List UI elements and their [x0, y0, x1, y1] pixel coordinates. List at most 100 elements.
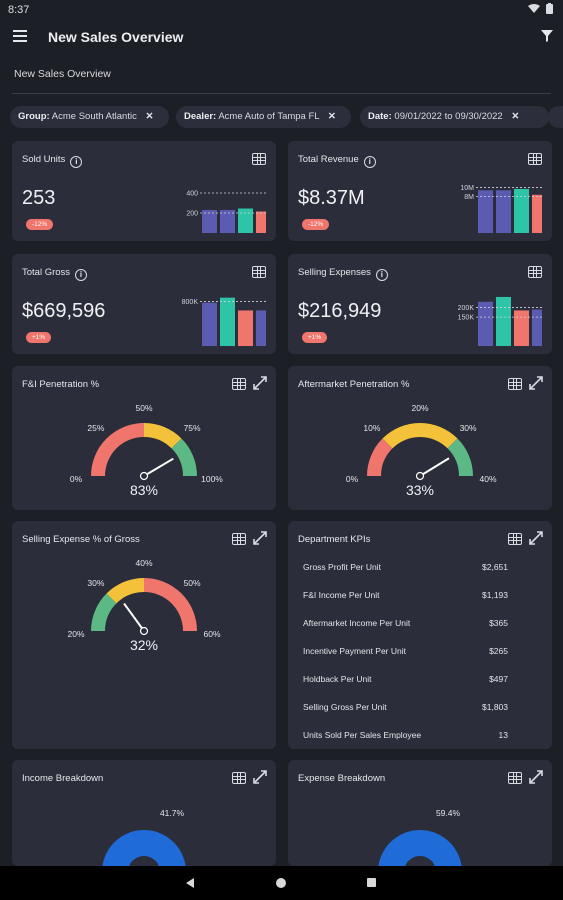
filter-chip-dealer[interactable]: Dealer: Acme Auto of Tampa FL ✕: [176, 106, 351, 128]
gauge-band: [171, 438, 197, 477]
wifi-icon: [528, 3, 540, 13]
fi-penetration-gauge: 0% 25% 50% 75% 100% 83%: [70, 403, 223, 498]
expand-icon[interactable]: [529, 770, 543, 784]
selling-expense-pct-card[interactable]: Selling Expense % of Gross 20% 30% 40% 50% 6…: [12, 521, 276, 749]
income-breakdown-card[interactable]: Income Breakdown 41.7%: [12, 760, 276, 866]
total-gross-card[interactable]: Total Gross i $669,596 +1% 800K: [12, 254, 276, 354]
aftermarket-penetration-card[interactable]: Aftermarket Penetration % 0% 10% 20% 30% 40%…: [288, 366, 552, 510]
info-icon[interactable]: i: [363, 156, 376, 168]
gauge-needle: [419, 457, 450, 477]
kpi-row: Gross Profit Per Unit $2,651: [303, 562, 508, 572]
chart-bar: [478, 301, 493, 346]
kpi-row: Incentive Payment Per Unit $265: [303, 646, 508, 656]
fi-penetration-card[interactable]: F&I Penetration % 0% 25% 50% 75% 100% 83%: [12, 366, 276, 510]
table-icon[interactable]: [508, 533, 522, 545]
expand-icon[interactable]: [529, 376, 543, 390]
close-icon[interactable]: ✕: [327, 111, 336, 122]
gauge-tick-label: 40%: [479, 474, 496, 484]
table-icon[interactable]: [232, 378, 246, 390]
chart-bar: [256, 211, 266, 233]
expand-icon[interactable]: [253, 770, 267, 784]
chart-bar: [238, 310, 253, 346]
filter-chip-date[interactable]: Date: 09/01/2022 to 09/30/2022 ✕: [360, 106, 549, 128]
sold-units-card[interactable]: Sold Units i 253 -12% 400 200: [12, 141, 276, 241]
app-bar: New Sales Overview: [0, 20, 563, 56]
table-icon[interactable]: [508, 772, 522, 784]
divider: [12, 93, 551, 94]
table-icon[interactable]: [528, 266, 542, 278]
chart-tick-label: 200K: [458, 305, 475, 312]
filter-chips: Group: Acme South Atlantic ✕ Dealer: Acm…: [10, 106, 563, 130]
expand-icon[interactable]: [253, 376, 267, 390]
pie-hole: [129, 856, 159, 866]
info-icon[interactable]: i: [70, 156, 83, 168]
table-icon[interactable]: [508, 378, 522, 390]
filter-chip-more[interactable]: [548, 106, 563, 128]
card-title: Expense Breakdown: [298, 773, 386, 784]
table-icon[interactable]: [528, 153, 542, 165]
gauge-pivot: [139, 626, 149, 636]
status-bar: 8:37: [0, 0, 563, 20]
aftermarket-penetration-gauge: 0% 10% 20% 30% 40% 33%: [346, 403, 497, 498]
filter-icon[interactable]: [541, 30, 553, 42]
kpi-row: Holdback Per Unit $497: [303, 674, 508, 684]
gauge-tick-label: 0%: [70, 474, 83, 484]
card-title: Selling Expense % of Gross: [22, 534, 140, 545]
filter-chip-group[interactable]: Group: Acme South Atlantic ✕: [10, 106, 169, 128]
table-icon[interactable]: [232, 533, 246, 545]
chart-bar: [514, 188, 529, 233]
department-kpis-card[interactable]: Department KPIs Gross Profit Per Unit $2,…: [288, 521, 552, 749]
expand-icon[interactable]: [253, 531, 267, 545]
gauge-value: 33%: [406, 482, 434, 498]
selling-expenses-card[interactable]: Selling Expenses i $216,949 +1% 200K 150K: [288, 254, 552, 354]
total-revenue-card[interactable]: Total Revenue i $8.37M -12% 10M 8M: [288, 141, 552, 241]
gauge-band: [367, 438, 393, 477]
table-icon[interactable]: [252, 266, 266, 278]
close-icon[interactable]: ✕: [145, 111, 154, 122]
pie-slice-label: 59.4%: [436, 808, 461, 818]
kpi-row: Selling Gross Per Unit $1,803: [303, 702, 508, 712]
chart-bar: [238, 208, 253, 233]
info-icon[interactable]: i: [375, 269, 388, 281]
selling-expenses-value: $216,949: [298, 300, 382, 322]
chart-tick-label: 400: [186, 191, 198, 198]
back-icon[interactable]: [186, 878, 194, 888]
chip-value: 09/01/2022 to 09/30/2022: [394, 111, 503, 122]
app-title: New Sales Overview: [48, 29, 184, 45]
chart-bar: [478, 190, 493, 233]
card-title: Income Breakdown: [22, 773, 104, 784]
gauge-tick-label: 60%: [203, 629, 220, 639]
gauge-tick-label: 40%: [135, 558, 152, 568]
selling-expense-pct-gauge: 20% 30% 40% 50% 60% 32%: [67, 558, 220, 653]
table-icon[interactable]: [252, 153, 266, 165]
sold-units-mini-chart: 400 200: [186, 191, 266, 233]
chip-value: Acme Auto of Tampa FL: [218, 111, 320, 122]
table-icon[interactable]: [232, 772, 246, 784]
gauge-tick-label: 25%: [87, 423, 104, 433]
gauge-tick-label: 10%: [363, 423, 380, 433]
chart-bar: [496, 190, 511, 233]
expense-breakdown-card[interactable]: Expense Breakdown 59.4%: [288, 760, 552, 866]
expense-breakdown-pie: 59.4%: [378, 808, 462, 866]
status-time: 8:37: [8, 4, 30, 16]
menu-icon[interactable]: [13, 30, 27, 42]
page-subtitle: New Sales Overview: [14, 68, 111, 80]
gauge-band: [382, 423, 458, 449]
close-icon[interactable]: ✕: [511, 111, 520, 122]
home-icon[interactable]: [276, 878, 286, 888]
gauge-band: [91, 593, 117, 632]
gauge-tick-label: 20%: [411, 403, 428, 413]
change-badge: +1%: [26, 332, 52, 343]
kpi-row: Units Sold Per Sales Employee 13: [303, 730, 508, 740]
pie-slice: [378, 830, 462, 866]
kpi-row: Aftermarket Income Per Unit $365: [303, 618, 508, 628]
gauge-tick-label: 100%: [201, 474, 223, 484]
income-breakdown-pie: 41.7%: [102, 808, 186, 866]
chart-bar: [532, 309, 542, 346]
recents-icon[interactable]: [367, 878, 376, 887]
gauge-tick-label: 30%: [87, 578, 104, 588]
expand-icon[interactable]: [529, 531, 543, 545]
chip-label: Group:: [18, 111, 50, 122]
gauge-tick-label: 50%: [184, 578, 201, 588]
info-icon[interactable]: i: [75, 269, 88, 281]
